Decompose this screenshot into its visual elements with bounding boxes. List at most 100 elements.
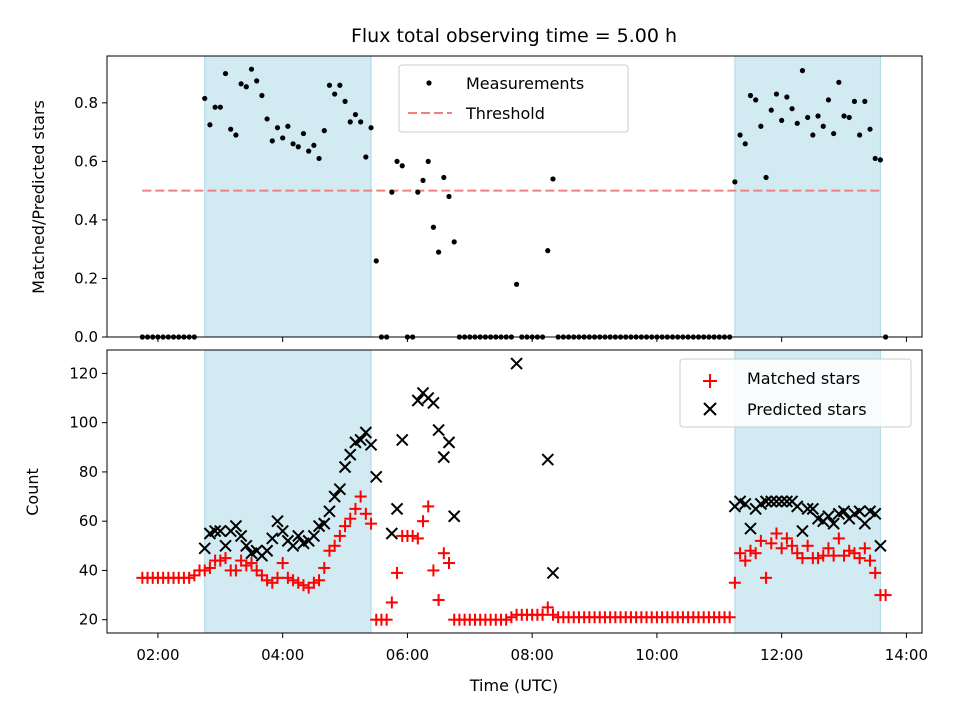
predicted-star-point xyxy=(318,517,331,530)
predicted-star-point xyxy=(359,426,373,439)
measurement-point xyxy=(851,98,858,104)
measurement-point xyxy=(867,126,873,132)
matched-star-point xyxy=(786,539,799,552)
matched-star-point xyxy=(864,554,877,567)
measurement-point xyxy=(259,92,265,99)
matched-star-point xyxy=(770,527,783,540)
measurement-point xyxy=(810,132,816,138)
measurement-point xyxy=(415,189,421,195)
measurement-point xyxy=(737,132,743,138)
predicted-star-point xyxy=(858,517,872,530)
matched-star-point xyxy=(796,552,809,565)
predicted-star-point xyxy=(385,527,399,540)
count-panel: 20 40 60 80 100 120 02:00 04:00 06:00 08:00 10:00… xyxy=(23,349,928,695)
measurement-point xyxy=(831,130,837,137)
measurement-point xyxy=(436,249,442,255)
predicted-star-point xyxy=(869,507,882,520)
predicted-star-point xyxy=(770,495,783,508)
count-panel-frame xyxy=(106,349,923,634)
matched-star-point xyxy=(339,520,352,533)
measurement-point xyxy=(805,114,811,121)
matched-star-point xyxy=(723,611,736,624)
predicted-star-point xyxy=(744,522,757,535)
matched-star-point xyxy=(417,515,430,528)
measurement-point xyxy=(877,157,884,163)
y-tick-label: 60 xyxy=(79,512,98,530)
measurement-point xyxy=(373,258,379,264)
ratio-panel: 0.0 0.2 0.4 0.6 0.8 Flux total observing tim… xyxy=(29,25,923,346)
matched-star-point xyxy=(858,542,871,555)
measurement-point xyxy=(420,177,426,184)
matched-star-point xyxy=(780,532,793,545)
y-tick-label: 0.6 xyxy=(74,152,98,170)
measurement-point xyxy=(264,116,270,122)
matched-star-point xyxy=(843,544,856,557)
predicted-star-point xyxy=(234,529,248,543)
matched-star-point xyxy=(245,557,258,570)
matched-star-point xyxy=(229,564,242,577)
chart-title: Flux total observing time = 5.00 h xyxy=(351,25,677,47)
measurement-point xyxy=(212,104,218,110)
measurement-point xyxy=(394,158,400,164)
measurement-point xyxy=(857,132,863,138)
matched-star-point xyxy=(422,500,435,513)
predicted-star-point xyxy=(390,502,404,516)
matched-star-point xyxy=(406,529,419,542)
predicted-star-point xyxy=(266,532,279,545)
ratio-legend-box xyxy=(398,64,629,133)
matched-star-point xyxy=(427,564,440,577)
matched-star-point xyxy=(744,544,757,557)
measurement-point xyxy=(768,107,774,113)
measurement-point xyxy=(207,122,213,128)
matched-star-point xyxy=(817,549,830,562)
predicted-star-point xyxy=(286,539,300,553)
measurement-point xyxy=(295,144,301,150)
matched-star-point xyxy=(307,576,320,589)
matched-star-point xyxy=(505,611,518,624)
y-tick-label: 0.8 xyxy=(74,94,98,112)
measurement-point xyxy=(799,68,806,74)
matched-star-point xyxy=(411,532,424,545)
predicted-star-point xyxy=(510,357,523,370)
x-tick-label: 06:00 xyxy=(386,646,429,664)
measurement-point xyxy=(326,82,333,88)
matched-star-point xyxy=(354,490,367,503)
measurement-point xyxy=(285,123,291,129)
measurement-point xyxy=(425,158,431,164)
matched-star-point xyxy=(734,547,747,560)
measurement-point xyxy=(451,239,457,245)
matched-star-point xyxy=(546,608,559,621)
predicted-star-point xyxy=(354,433,367,447)
matched-star-point xyxy=(297,579,310,592)
measurement-point xyxy=(789,106,795,112)
predicted-star-point xyxy=(323,505,336,518)
x-tick-label: 02:00 xyxy=(136,646,179,664)
matched-star-point xyxy=(869,566,882,579)
matched-star-point xyxy=(739,554,752,567)
predicted-star-point xyxy=(307,529,321,543)
measurement-point xyxy=(441,174,447,181)
ratio-y-ticks: 0.0 0.2 0.4 0.6 0.8 xyxy=(74,94,107,346)
matched-star-point xyxy=(359,507,372,520)
measurement-point xyxy=(342,98,348,104)
predicted-star-point xyxy=(837,505,851,518)
measurement-point xyxy=(358,119,364,125)
measurement-point xyxy=(389,189,395,195)
matched-star-point xyxy=(276,557,289,570)
matched-star-point xyxy=(219,552,232,565)
count-y-ticks: 20 40 60 80 100 120 xyxy=(69,364,107,629)
measurement-point xyxy=(233,132,239,138)
measurement-point xyxy=(280,135,286,141)
predicted-star-point xyxy=(801,502,814,516)
matched-star-point xyxy=(500,613,513,626)
matched-star-point xyxy=(801,539,814,552)
measurement-point xyxy=(228,126,234,132)
measurement-point xyxy=(430,224,437,230)
predicted-star-point xyxy=(775,495,788,508)
matched-star-point xyxy=(349,502,362,515)
measurement-point xyxy=(321,128,327,134)
legend-matched-marker xyxy=(703,374,717,388)
matched-star-point xyxy=(765,537,778,550)
legend-measurements-label: Measurements xyxy=(466,74,584,93)
matched-star-point xyxy=(749,547,762,560)
